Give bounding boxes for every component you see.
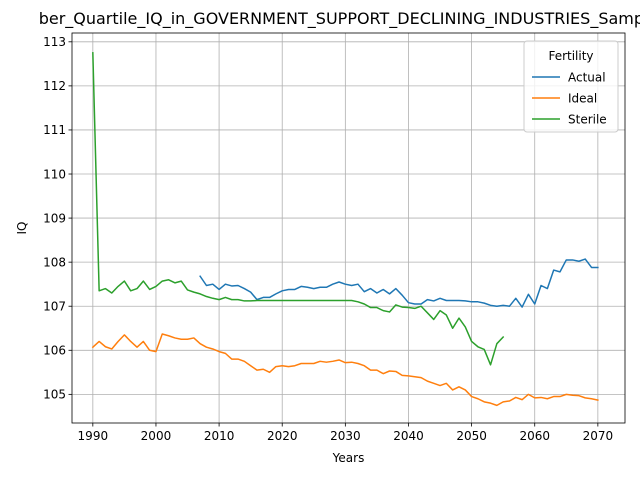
y-ticks: 105 106 107 108 109 110 111 112 113	[43, 35, 72, 402]
plot-frame	[71, 32, 626, 424]
legend-entries: Actual Ideal Sterile	[532, 71, 607, 127]
series-line-ideal	[91, 333, 599, 407]
y-tick-label: 113	[43, 35, 66, 49]
x-axis-label: Years	[332, 451, 365, 465]
x-tick-label: 1990	[78, 429, 109, 443]
x-tick-label: 2040	[393, 429, 424, 443]
legend-box	[523, 40, 619, 133]
y-tick-label: 107	[43, 300, 66, 314]
legend-label-actual: Actual	[568, 71, 606, 85]
x-tick-label: 2000	[141, 429, 172, 443]
legend-label-ideal: Ideal	[568, 92, 597, 106]
y-axis-label: IQ	[15, 222, 29, 235]
y-tick-label: 106	[43, 344, 66, 358]
y-tick-label: 112	[43, 79, 66, 93]
y-tick-label: 110	[43, 167, 66, 181]
y-tick-label: 105	[43, 388, 66, 402]
y-tick-label: 111	[43, 123, 66, 137]
chart-title: ber_Quartile_IQ_in_GOVERNMENT_SUPPORT_DE…	[39, 9, 640, 29]
x-tick-label: 2050	[456, 429, 487, 443]
y-tick-label: 109	[43, 211, 66, 225]
x-tick-label: 2070	[583, 429, 614, 443]
series-group	[91, 52, 599, 407]
series-line-actual	[199, 258, 599, 308]
x-tick-label: 2010	[204, 429, 235, 443]
x-ticks: 1990 2000 2010 2020 2030 2040 2050 2060 2070	[78, 423, 614, 443]
x-tick-label: 2020	[267, 429, 298, 443]
legend-title: Fertility	[548, 49, 593, 63]
y-tick-label: 108	[43, 255, 66, 269]
x-tick-label: 2060	[519, 429, 550, 443]
x-tick-label: 2030	[330, 429, 361, 443]
legend: Fertility Actual Ideal Sterile	[523, 40, 619, 133]
series-line-sterile	[92, 52, 505, 366]
legend-label-sterile: Sterile	[568, 113, 607, 127]
